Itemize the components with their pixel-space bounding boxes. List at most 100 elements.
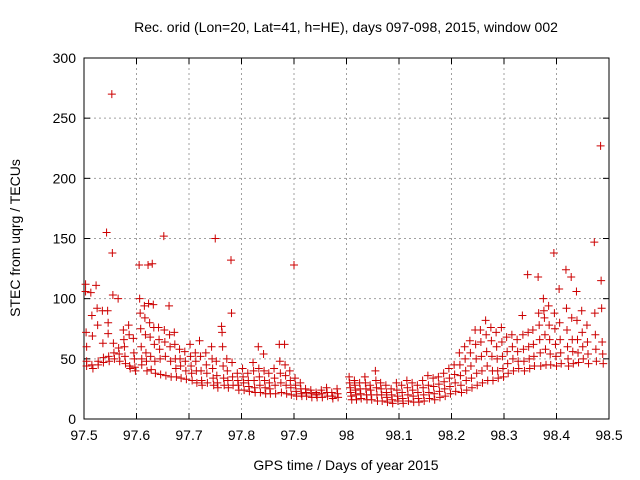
data-point (136, 324, 145, 333)
data-point (582, 321, 591, 330)
x-tick-label: 97.7 (175, 427, 202, 443)
data-point (366, 386, 375, 395)
data-point (166, 357, 175, 366)
data-point (120, 352, 129, 361)
data-point (287, 390, 296, 399)
data-point (290, 260, 298, 269)
data-point (301, 384, 310, 393)
data-point (245, 387, 254, 396)
data-point (135, 294, 144, 303)
data-point (596, 141, 605, 150)
data-point (434, 380, 443, 389)
data-point (403, 390, 412, 399)
data-point (149, 300, 158, 309)
data-point (546, 350, 555, 359)
data-point (182, 375, 191, 384)
data-point (350, 376, 359, 385)
data-point (82, 362, 91, 371)
data-point (502, 333, 511, 342)
data-point (371, 376, 380, 385)
data-point (557, 359, 566, 368)
data-point (81, 280, 90, 289)
data-point (466, 348, 475, 357)
data-point (424, 388, 433, 397)
data-point (409, 392, 418, 401)
data-point (187, 369, 196, 378)
data-point (381, 381, 390, 390)
data-point (121, 359, 130, 368)
data-point (367, 395, 376, 404)
data-point (440, 377, 449, 386)
data-point (503, 347, 512, 356)
x-tick-labels: 97.5 97.6 97.7 97.8 97.9 98 98.1 98.2 98.3 98.4 98… (70, 427, 622, 443)
data-point (529, 352, 538, 361)
data-point (481, 316, 490, 325)
data-point (165, 330, 174, 339)
data-point (292, 387, 301, 396)
data-point (476, 337, 485, 346)
data-point (540, 330, 549, 339)
y-tick-label: 0 (68, 411, 76, 427)
data-point (212, 357, 221, 366)
data-point (270, 374, 279, 383)
data-point (563, 342, 572, 351)
data-point (141, 330, 150, 339)
data-point (372, 383, 381, 392)
data-point (592, 357, 601, 366)
data-point (104, 352, 113, 361)
data-point (172, 372, 181, 381)
data-point (255, 372, 264, 381)
data-point (498, 364, 507, 373)
x-tick-label: 97.8 (228, 427, 255, 443)
data-point (472, 354, 481, 363)
data-point (563, 325, 571, 334)
data-point (508, 354, 517, 363)
data-point (120, 342, 129, 351)
data-point (455, 360, 464, 369)
data-point (486, 323, 495, 332)
data-point (244, 382, 253, 391)
chart-title: Rec. orid (Lon=20, Lat=41, h=HE), days 0… (134, 19, 558, 35)
data-point (561, 265, 570, 274)
data-point (476, 325, 485, 334)
data-point (227, 309, 236, 318)
data-point (346, 388, 355, 397)
data-point (535, 335, 544, 344)
data-point (104, 318, 113, 327)
x-tick-label: 98 (339, 427, 355, 443)
data-point (228, 372, 237, 381)
data-point (148, 259, 157, 268)
data-point (541, 345, 550, 354)
data-point (328, 394, 337, 403)
data-point (361, 378, 370, 387)
data-point (254, 364, 263, 373)
data-point (467, 383, 476, 392)
data-point (556, 348, 565, 357)
data-point (239, 372, 248, 381)
data-point (414, 394, 423, 403)
data-point (519, 345, 528, 354)
data-point (540, 313, 549, 322)
data-point (154, 323, 163, 332)
data-point (579, 354, 588, 363)
data-point (525, 364, 534, 373)
data-point (181, 366, 190, 375)
data-point (260, 376, 269, 385)
data-point (155, 335, 164, 344)
data-point (119, 335, 128, 344)
data-point (145, 318, 154, 327)
data-point (281, 360, 290, 369)
data-point (317, 389, 326, 398)
data-point (492, 328, 501, 337)
data-point (86, 288, 95, 297)
data-point (256, 388, 265, 397)
data-point (218, 342, 227, 351)
data-point (188, 376, 197, 385)
data-point (584, 359, 593, 368)
data-point (222, 354, 231, 363)
data-point (197, 366, 206, 375)
data-point (419, 383, 428, 392)
data-point (562, 304, 571, 313)
data-point (186, 340, 195, 349)
data-point (551, 352, 560, 361)
